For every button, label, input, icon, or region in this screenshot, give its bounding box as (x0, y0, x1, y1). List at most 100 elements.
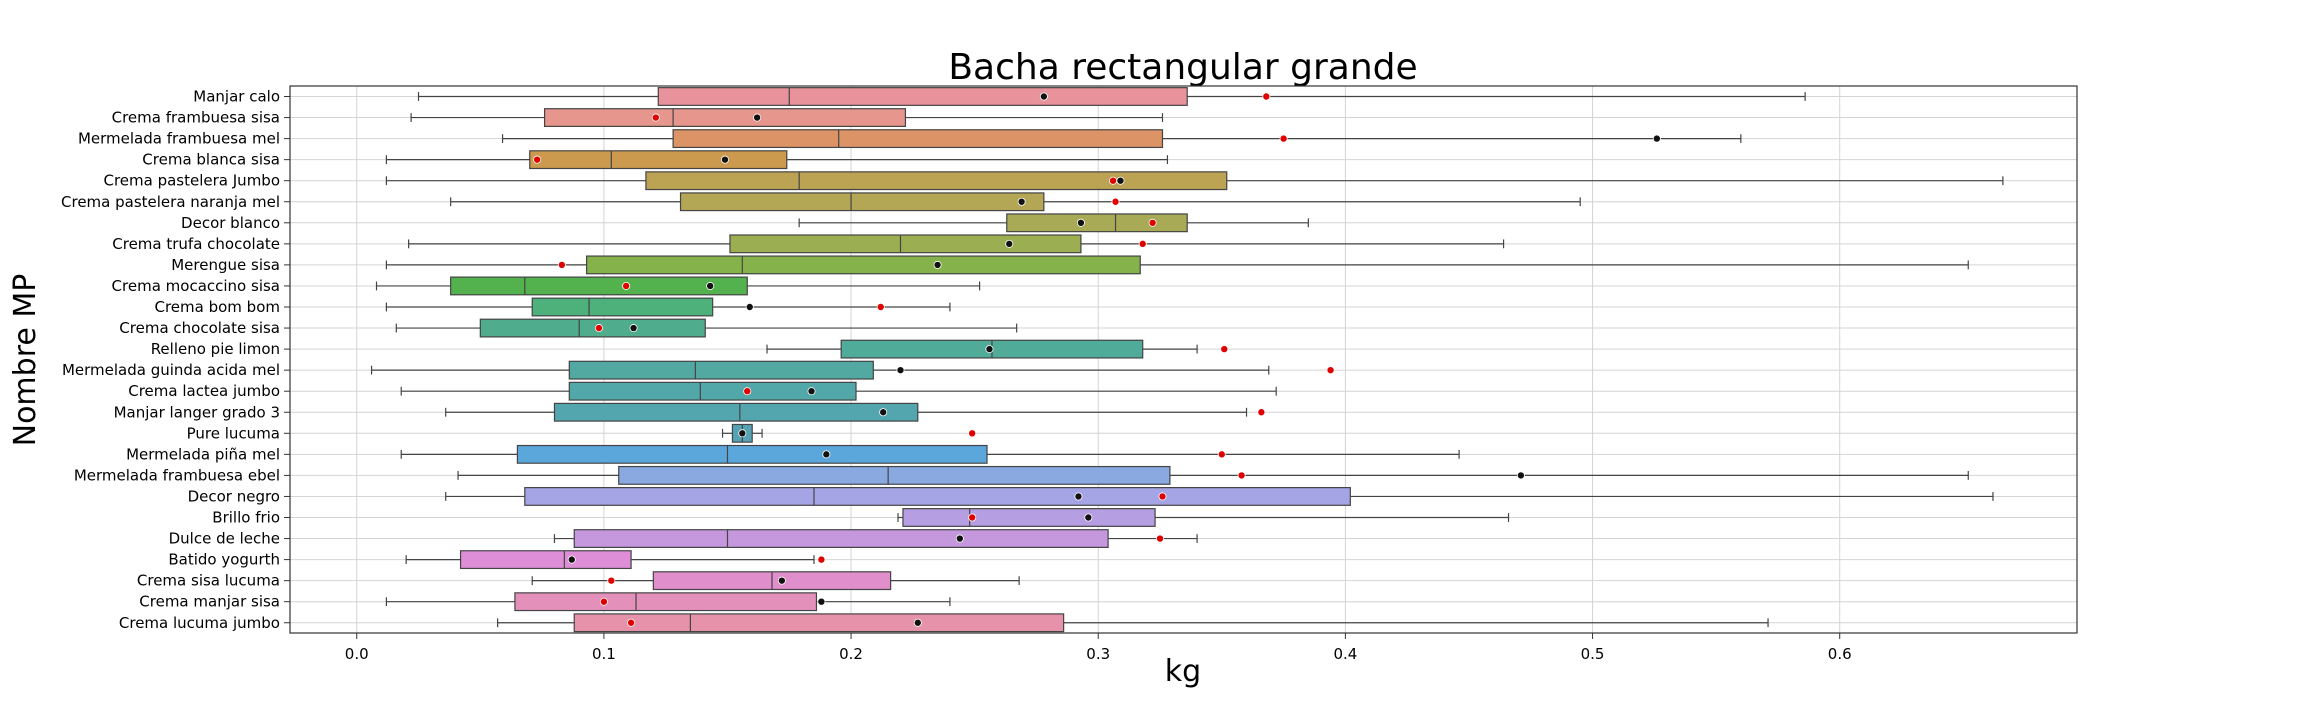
box (729, 234, 1082, 254)
box-group (798, 213, 1309, 233)
mean-marker (955, 534, 964, 543)
reference-marker (533, 155, 542, 164)
x-tick-label: 0.0 (345, 645, 369, 663)
reference-marker (1148, 218, 1157, 227)
category-label: Manjar langer grado 3 (114, 403, 280, 421)
y-axis-categories: Manjar calo Crema frambuesa sisa Mermelada… (61, 88, 290, 632)
category-label: Crema pastelera Jumbo (103, 172, 280, 190)
box (514, 592, 818, 612)
reference-marker (622, 281, 631, 290)
box-group (375, 276, 981, 296)
plot-frame (289, 85, 2078, 634)
category-label: Crema chocolate sisa (119, 319, 280, 337)
mean-marker (985, 345, 994, 354)
reference-marker (1279, 134, 1288, 143)
box (585, 255, 1141, 275)
x-tick-label: 0.5 (1581, 645, 1605, 663)
category-label: Dulce de leche (169, 530, 280, 548)
box-group (766, 339, 1229, 359)
category-label: Crema pastelera naranja mel (61, 193, 280, 211)
mean-marker (629, 324, 638, 333)
box-group (408, 234, 1505, 254)
mean-marker (777, 576, 786, 585)
reference-marker (1111, 197, 1120, 206)
box (618, 465, 1171, 485)
box (1006, 213, 1188, 233)
category-label: Crema manjar sisa (139, 593, 280, 611)
mean-marker (706, 281, 715, 290)
box-group (445, 402, 1266, 422)
reference-marker (1217, 450, 1226, 459)
box (568, 360, 874, 380)
category-label: Crema lucuma jumbo (119, 614, 280, 632)
box-group (370, 360, 1335, 380)
category-label: Crema bom bom (154, 298, 280, 316)
mean-marker (745, 302, 754, 311)
mean-marker (1017, 197, 1026, 206)
reference-marker (607, 576, 616, 585)
mean-marker (913, 618, 922, 627)
reference-marker (743, 387, 752, 396)
x-tick-label: 0.6 (1828, 645, 1852, 663)
reference-marker (557, 260, 566, 269)
box-group (450, 192, 1581, 212)
category-label: Crema lactea jumbo (128, 382, 280, 400)
reference-marker (594, 324, 603, 333)
x-tick-label: 0.1 (592, 645, 616, 663)
box-group (400, 381, 1277, 401)
reference-marker (1237, 471, 1246, 480)
reference-marker (1109, 176, 1118, 185)
box (459, 550, 632, 570)
box-group (417, 87, 1806, 106)
category-label: Merengue sisa (171, 256, 280, 274)
x-tick-label: 0.4 (1333, 645, 1357, 663)
category-label: Decor negro (188, 487, 280, 505)
reference-marker (1158, 492, 1167, 501)
box (902, 508, 1156, 527)
reference-marker (651, 113, 660, 122)
reference-marker (1138, 239, 1147, 248)
category-label: Crema blanca sisa (142, 151, 280, 169)
reference-marker (1220, 345, 1229, 354)
box (672, 129, 1164, 149)
box-group (501, 129, 1742, 149)
box-group (385, 255, 1969, 275)
reference-marker (968, 429, 977, 438)
box (524, 487, 1351, 506)
category-label: Mermelada piña mel (126, 445, 280, 463)
reference-marker (1257, 408, 1266, 417)
category-label: Mermelada guinda acida mel (62, 361, 280, 379)
x-tick-label: 0.2 (839, 645, 863, 663)
box-group (395, 318, 1018, 338)
box-group (531, 571, 1020, 591)
category-label: Crema mocaccino sisa (112, 277, 280, 295)
box-group (385, 150, 1169, 170)
mean-marker (896, 366, 905, 375)
reference-marker (1326, 366, 1335, 375)
y-axis-label: Nombre MP (8, 274, 43, 447)
box (529, 150, 788, 170)
box (553, 402, 919, 422)
reference-marker (1262, 92, 1271, 101)
box-group (385, 592, 951, 612)
x-axis-ticks: 0.0 0.1 0.2 0.3 0.4 0.5 0.6 (345, 633, 1852, 663)
mean-marker (721, 155, 730, 164)
box-group (897, 508, 1510, 527)
reference-marker (876, 302, 885, 311)
box (645, 171, 1228, 191)
mean-marker (1074, 492, 1083, 501)
category-label: Decor blanco (181, 214, 280, 232)
x-tick-label: 0.3 (1086, 645, 1110, 663)
box-group (410, 108, 1164, 127)
mean-marker (567, 555, 576, 564)
box (657, 87, 1188, 106)
category-label: Crema sisa lucuma (137, 572, 280, 590)
x-axis-label: kg (1165, 654, 1201, 689)
box-group (553, 529, 1198, 548)
category-label: Crema frambuesa sisa (112, 109, 280, 127)
reference-marker (627, 618, 636, 627)
chart-title: Bacha rectangular grande (948, 47, 1417, 88)
mean-marker (1005, 239, 1014, 248)
mean-marker (1116, 176, 1125, 185)
